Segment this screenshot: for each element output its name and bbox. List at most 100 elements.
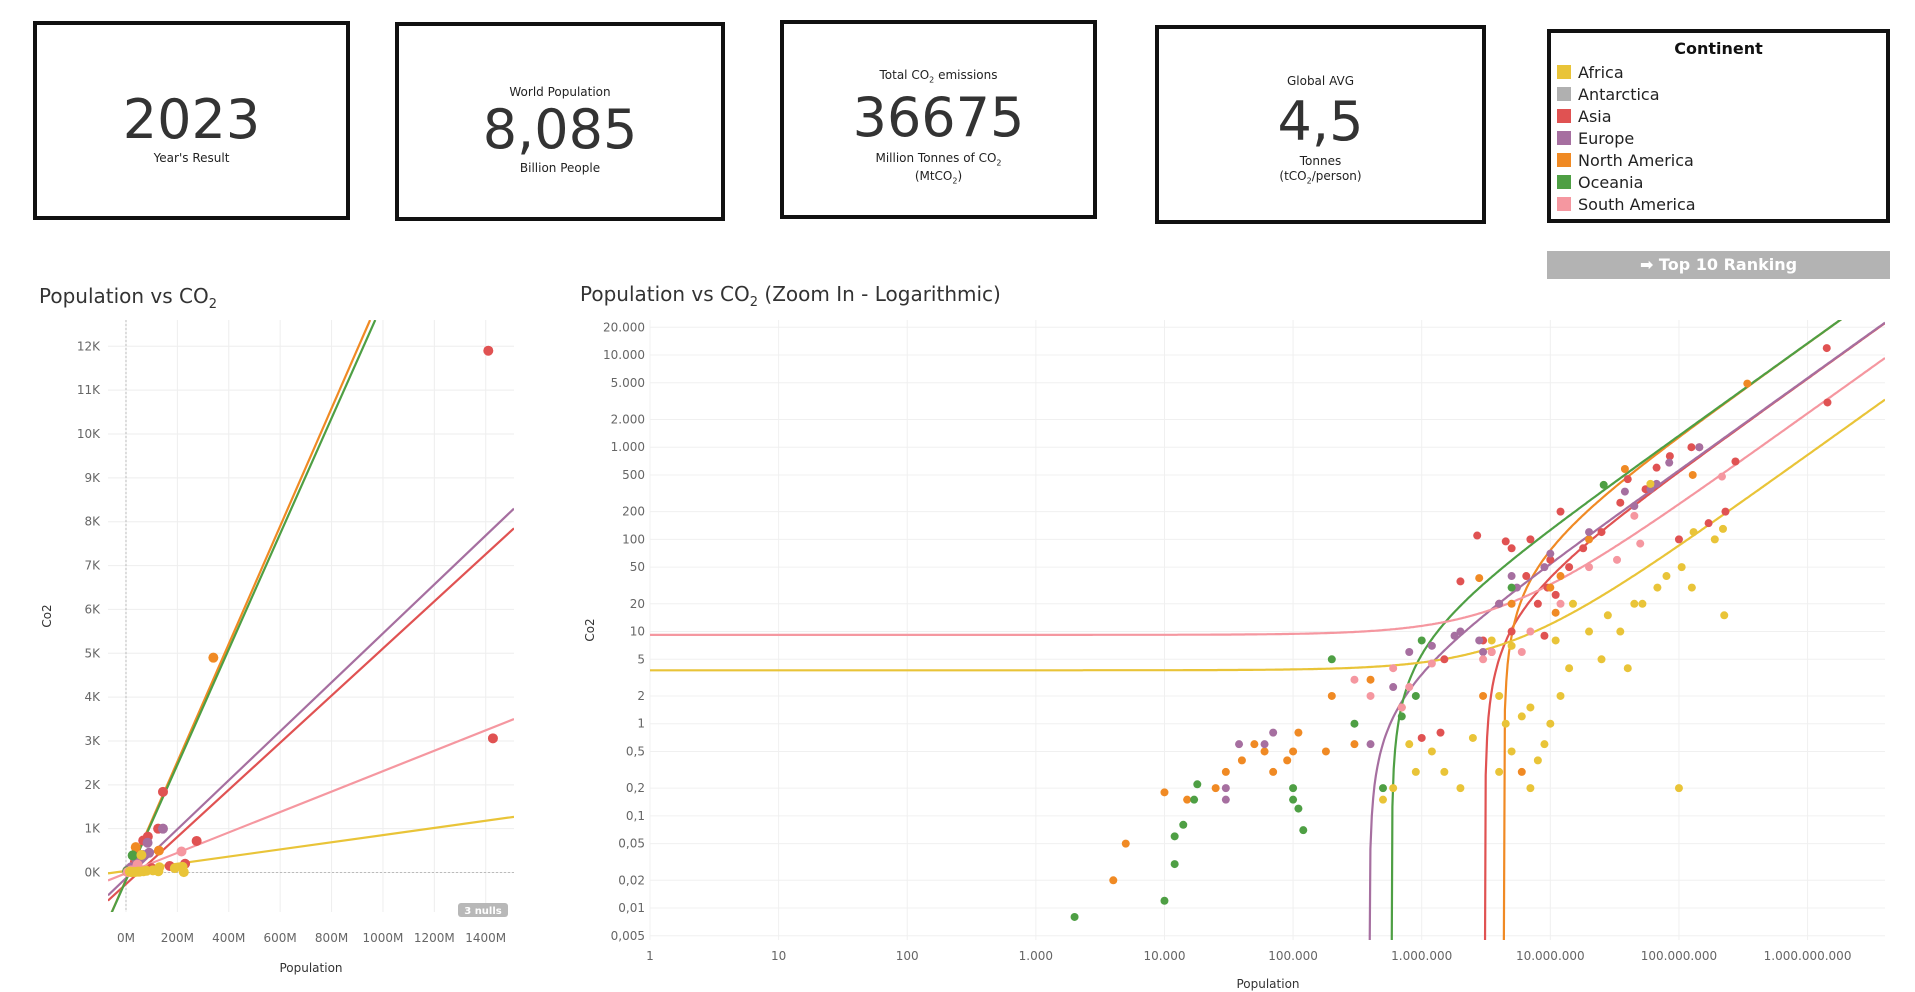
data-point-oceania[interactable] bbox=[1190, 795, 1199, 804]
data-point-oceania[interactable] bbox=[1507, 583, 1516, 592]
data-point-africa[interactable] bbox=[1653, 583, 1662, 592]
data-point-africa[interactable] bbox=[1556, 691, 1565, 700]
data-point-africa[interactable] bbox=[1517, 712, 1526, 721]
data-point-oceania[interactable] bbox=[1160, 896, 1169, 905]
data-point-africa[interactable] bbox=[1565, 664, 1574, 673]
data-point-europe[interactable] bbox=[1456, 627, 1465, 636]
data-point-asia[interactable] bbox=[1597, 528, 1606, 537]
data-point-north-america[interactable] bbox=[153, 845, 164, 856]
data-point-oceania[interactable] bbox=[1417, 636, 1426, 645]
data-point-europe[interactable] bbox=[1652, 479, 1661, 488]
legend-item-oceania[interactable]: Oceania bbox=[1551, 171, 1886, 193]
data-point-europe[interactable] bbox=[1405, 647, 1414, 656]
data-point-africa[interactable] bbox=[1623, 664, 1632, 673]
data-point-north-america[interactable] bbox=[1350, 740, 1359, 749]
legend-item-africa[interactable]: Africa bbox=[1551, 61, 1886, 83]
data-point-north-america[interactable] bbox=[1507, 599, 1516, 608]
data-point-africa[interactable] bbox=[1616, 627, 1625, 636]
data-point-africa[interactable] bbox=[154, 862, 165, 873]
data-point-oceania[interactable] bbox=[1170, 860, 1179, 869]
data-point-north-america[interactable] bbox=[1183, 795, 1192, 804]
data-point-oceania[interactable] bbox=[1289, 784, 1298, 793]
data-point-asia[interactable] bbox=[1556, 507, 1565, 516]
data-point-south-america[interactable] bbox=[1427, 659, 1436, 668]
data-point-asia[interactable] bbox=[1623, 475, 1632, 484]
data-point-africa[interactable] bbox=[1689, 528, 1698, 537]
data-point-north-america[interactable] bbox=[1366, 675, 1375, 684]
data-point-africa[interactable] bbox=[1456, 784, 1465, 793]
data-point-asia[interactable] bbox=[1822, 344, 1831, 353]
data-point-africa[interactable] bbox=[1687, 583, 1696, 592]
data-point-asia[interactable] bbox=[1687, 443, 1696, 452]
data-point-south-america[interactable] bbox=[1487, 647, 1496, 656]
data-point-africa[interactable] bbox=[124, 866, 135, 877]
data-point-africa[interactable] bbox=[1720, 611, 1729, 620]
data-point-europe[interactable] bbox=[1221, 795, 1230, 804]
data-point-africa[interactable] bbox=[1507, 747, 1516, 756]
data-point-oceania[interactable] bbox=[1179, 820, 1188, 829]
data-point-africa[interactable] bbox=[1585, 627, 1594, 636]
data-point-north-america[interactable] bbox=[1160, 788, 1169, 797]
data-point-asia[interactable] bbox=[1665, 452, 1674, 461]
data-point-asia[interactable] bbox=[1540, 631, 1549, 640]
data-point-north-america[interactable] bbox=[1743, 379, 1752, 388]
data-point-asia[interactable] bbox=[1551, 590, 1560, 599]
data-point-north-america[interactable] bbox=[1688, 470, 1697, 479]
data-point-africa[interactable] bbox=[1526, 703, 1535, 712]
data-point-north-america[interactable] bbox=[1585, 535, 1594, 544]
data-point-north-america[interactable] bbox=[208, 652, 219, 663]
data-point-north-america[interactable] bbox=[1269, 767, 1278, 776]
data-point-europe[interactable] bbox=[142, 837, 153, 848]
data-point-north-america[interactable] bbox=[1109, 876, 1118, 885]
data-point-oceania[interactable] bbox=[1294, 804, 1303, 813]
data-point-south-america[interactable] bbox=[1636, 539, 1645, 548]
data-point-africa[interactable] bbox=[1603, 611, 1612, 620]
data-point-africa[interactable] bbox=[1405, 740, 1414, 749]
data-point-africa[interactable] bbox=[1411, 767, 1420, 776]
data-point-europe[interactable] bbox=[1389, 683, 1398, 692]
data-point-oceania[interactable] bbox=[1193, 780, 1202, 789]
data-point-south-america[interactable] bbox=[1526, 627, 1535, 636]
data-point-africa[interactable] bbox=[1495, 767, 1504, 776]
data-point-oceania[interactable] bbox=[1411, 691, 1420, 700]
data-point-south-america[interactable] bbox=[1717, 472, 1726, 481]
data-point-europe[interactable] bbox=[144, 847, 155, 858]
data-point-south-america[interactable] bbox=[1556, 599, 1565, 608]
data-point-africa[interactable] bbox=[169, 863, 180, 874]
data-point-south-america[interactable] bbox=[1479, 655, 1488, 664]
data-point-north-america[interactable] bbox=[1551, 608, 1560, 617]
legend-item-north-america[interactable]: North America bbox=[1551, 149, 1886, 171]
data-point-europe[interactable] bbox=[1546, 549, 1555, 558]
data-point-asia[interactable] bbox=[1440, 655, 1449, 664]
data-point-africa[interactable] bbox=[1546, 719, 1555, 728]
data-point-africa[interactable] bbox=[136, 849, 147, 860]
data-point-asia[interactable] bbox=[487, 733, 498, 744]
data-point-oceania[interactable] bbox=[1170, 832, 1179, 841]
data-point-asia[interactable] bbox=[1721, 507, 1730, 516]
data-point-europe[interactable] bbox=[1495, 599, 1504, 608]
data-point-asia[interactable] bbox=[1473, 531, 1482, 540]
top-10-ranking-button[interactable]: ➡ Top 10 Ranking bbox=[1547, 251, 1890, 279]
data-point-north-america[interactable] bbox=[130, 842, 141, 853]
data-point-oceania[interactable] bbox=[1599, 480, 1608, 489]
data-point-asia[interactable] bbox=[1823, 398, 1832, 407]
data-point-oceania[interactable] bbox=[1397, 712, 1406, 721]
data-point-africa[interactable] bbox=[1710, 535, 1719, 544]
data-point-asia[interactable] bbox=[1436, 728, 1445, 737]
data-point-africa[interactable] bbox=[1389, 784, 1398, 793]
data-point-asia[interactable] bbox=[1616, 498, 1625, 507]
data-point-europe[interactable] bbox=[1221, 784, 1230, 793]
data-point-africa[interactable] bbox=[1378, 795, 1387, 804]
data-point-north-america[interactable] bbox=[1479, 691, 1488, 700]
data-point-oceania[interactable] bbox=[1289, 795, 1298, 804]
data-point-africa[interactable] bbox=[1551, 636, 1560, 645]
data-point-asia[interactable] bbox=[1522, 572, 1531, 581]
data-point-europe[interactable] bbox=[1585, 528, 1594, 537]
data-point-europe[interactable] bbox=[1507, 572, 1516, 581]
data-point-south-america[interactable] bbox=[1630, 511, 1639, 520]
data-point-asia[interactable] bbox=[1526, 535, 1535, 544]
data-point-south-america[interactable] bbox=[176, 846, 187, 857]
data-point-north-america[interactable] bbox=[1289, 747, 1298, 756]
data-point-europe[interactable] bbox=[1540, 563, 1549, 572]
data-point-africa[interactable] bbox=[1526, 784, 1535, 793]
